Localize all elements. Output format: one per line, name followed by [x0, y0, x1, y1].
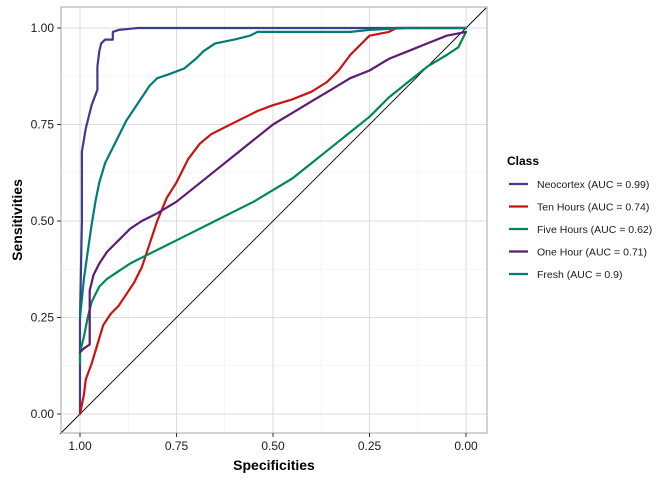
roc-curves	[78, 26, 468, 416]
x-tick-label: 0.25	[358, 439, 382, 453]
legend-label-3: Five Hours (AUC = 0.62)	[537, 224, 652, 236]
y-axis-ticks: 0.00 0.25 0.50 0.75 1.00	[31, 21, 61, 421]
reference-diagonal-line	[59, 7, 487, 435]
legend-label-5: Fresh (AUC = 0.9)	[537, 269, 622, 281]
roc-curve-4	[78, 30, 468, 354]
y-tick-label: 0.25	[31, 311, 55, 325]
plot-border	[60, 6, 488, 434]
x-tick-label: 1.00	[68, 439, 92, 453]
x-axis-title: Specificities	[233, 457, 315, 473]
y-axis-title: Sensitivities	[9, 179, 25, 261]
roc-curve-2	[78, 26, 468, 416]
legend-label-2: Ten Hours (AUC = 0.74)	[537, 202, 649, 214]
y-tick-label: 0.75	[31, 118, 55, 132]
legend: Class Neocortex (AUC = 0.99) Ten Hours (A…	[507, 154, 652, 281]
y-tick-label: 0.00	[31, 407, 55, 421]
legend-label-4: One Hour (AUC = 0.71)	[537, 247, 647, 259]
x-tick-label: 0.50	[261, 439, 285, 453]
y-tick-label: 1.00	[31, 21, 55, 35]
y-tick-label: 0.50	[31, 214, 55, 228]
legend-label-1: Neocortex (AUC = 0.99)	[537, 179, 649, 191]
roc-curve-1	[78, 26, 468, 416]
x-tick-label: 0.00	[454, 439, 478, 453]
roc-curve-3	[78, 30, 468, 365]
roc-curve-5	[78, 26, 468, 319]
x-axis-ticks: 1.00 0.75 0.50 0.25 0.00	[68, 433, 478, 453]
legend-title: Class	[507, 154, 539, 168]
x-tick-label: 0.75	[165, 439, 189, 453]
